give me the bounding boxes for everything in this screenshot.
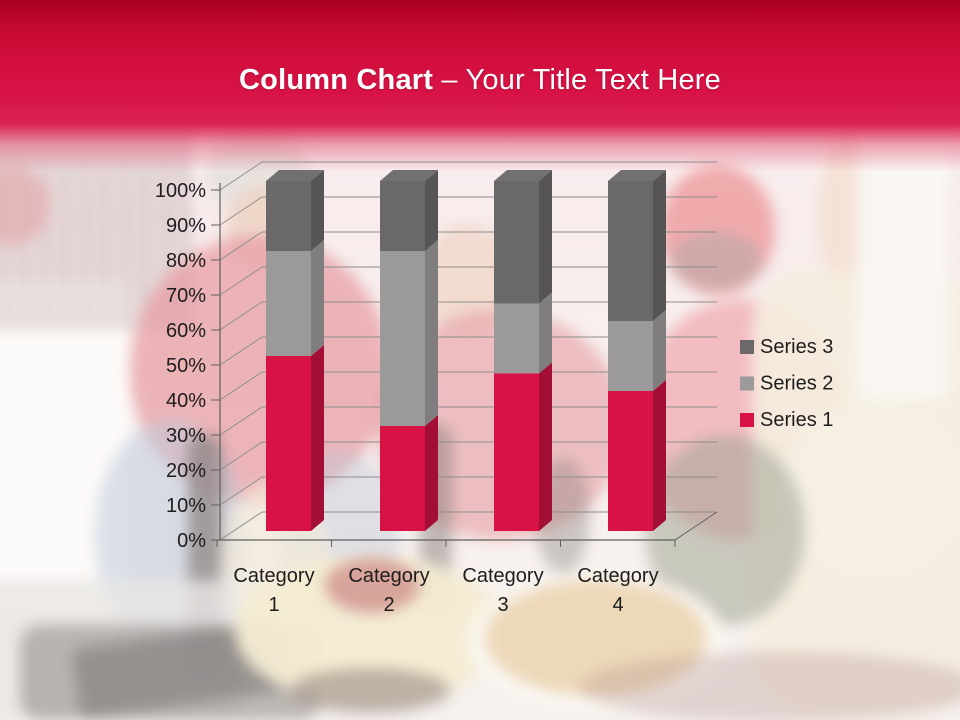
- category-label-number: 2: [383, 594, 394, 616]
- bar-segment-side: [311, 170, 324, 251]
- legend-swatch: [740, 413, 754, 427]
- legend-swatch: [740, 340, 754, 354]
- legend-swatch: [740, 376, 754, 391]
- bar-segment: [266, 181, 311, 251]
- title-banner: [0, 0, 960, 172]
- bar-segment-side: [539, 170, 552, 304]
- bar-segment-side: [653, 380, 666, 531]
- gridline-depth-segment: [219, 336, 263, 366]
- gridline-depth-segment: [219, 406, 263, 436]
- bar-segment-side: [311, 240, 324, 356]
- photo-carpet-right: [580, 652, 960, 720]
- photo-salsa-bowl: [325, 558, 420, 613]
- slide-title: Column Chart – Your Title Text Here: [0, 64, 960, 97]
- y-axis-label: 90%: [166, 215, 206, 237]
- bar-segment: [608, 391, 653, 531]
- y-axis-label: 100%: [155, 180, 206, 202]
- y-axis-label: 40%: [166, 390, 206, 412]
- bar-segment-side: [425, 170, 438, 251]
- gridline-depth-segment: [219, 371, 263, 401]
- bar-segment-side: [311, 345, 324, 531]
- bar-segment: [494, 303, 539, 374]
- bar-segment-side: [653, 310, 666, 391]
- legend-label: Series 1: [760, 409, 833, 431]
- category-label: Category: [348, 565, 429, 587]
- bar-segment-side: [425, 415, 438, 531]
- y-axis-label: 0%: [177, 530, 206, 552]
- photo-armchair-cushion: [780, 400, 960, 580]
- photo-helmet-facemask: [670, 232, 762, 290]
- bar-segment: [608, 321, 653, 391]
- bar-segment: [266, 251, 311, 356]
- gridline-depth-segment: [219, 161, 263, 191]
- bar-segment-side: [425, 240, 438, 426]
- gridline-depth-segment: [219, 196, 263, 226]
- y-axis-label: 60%: [166, 320, 206, 342]
- bar-segment: [494, 181, 539, 304]
- bar-top-face: [266, 170, 324, 181]
- bar-segment-side: [539, 292, 552, 374]
- photo-fried-chicken: [485, 580, 707, 696]
- category-label-number: 4: [612, 594, 623, 616]
- gridline-depth-segment: [219, 441, 263, 471]
- floor-depth-edge: [674, 511, 718, 541]
- category-label: Category: [577, 565, 658, 587]
- bar-top-face: [494, 170, 552, 181]
- category-label: Category: [233, 565, 314, 587]
- slide-title-rest: – Your Title Text Here: [441, 64, 721, 97]
- bar-segment-side: [653, 170, 666, 321]
- y-axis-label: 80%: [166, 250, 206, 272]
- bar-segment: [380, 426, 425, 531]
- y-axis-label: 70%: [166, 285, 206, 307]
- gridline-depth-segment: [219, 266, 263, 296]
- gridline-depth-segment: [219, 301, 263, 331]
- bar-top-face: [608, 170, 666, 181]
- y-axis-label: 20%: [166, 460, 206, 482]
- gridline-depth-segment: [219, 231, 263, 261]
- legend-label: Series 3: [760, 336, 833, 358]
- photo-plate-pedestal: [290, 668, 450, 713]
- category-label: Category: [462, 565, 543, 587]
- bar-segment: [266, 356, 311, 531]
- slide-title-bold: Column Chart: [239, 64, 434, 97]
- gridline-depth-segment: [219, 476, 263, 506]
- bar-segment: [380, 251, 425, 426]
- bar-top-face: [380, 170, 438, 181]
- category-label-number: 1: [268, 594, 279, 616]
- legend-label: Series 2: [760, 373, 833, 395]
- category-label-number: 3: [497, 594, 508, 616]
- bar-segment: [380, 181, 425, 251]
- y-axis-label: 50%: [166, 355, 206, 377]
- bar-segment: [608, 181, 653, 321]
- gridline-depth-segment: [219, 511, 263, 541]
- bar-segment: [494, 373, 539, 531]
- y-axis-label: 10%: [166, 495, 206, 517]
- y-axis-label: 30%: [166, 425, 206, 447]
- bar-segment-side: [539, 362, 552, 531]
